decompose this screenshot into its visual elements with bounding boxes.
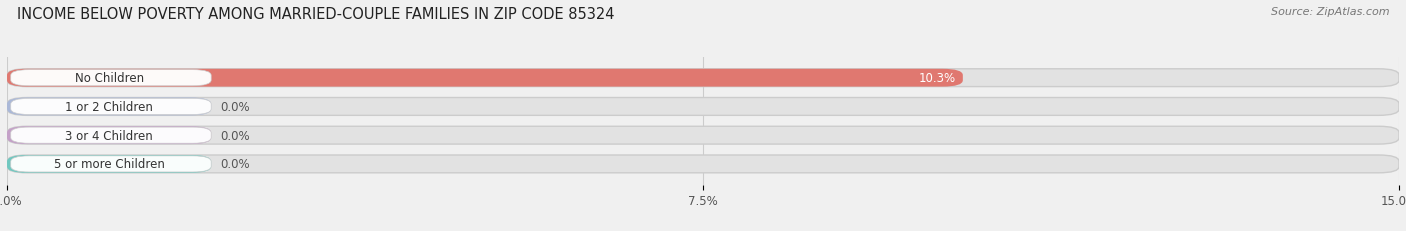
FancyBboxPatch shape	[11, 128, 211, 144]
FancyBboxPatch shape	[7, 155, 1399, 173]
Text: Source: ZipAtlas.com: Source: ZipAtlas.com	[1271, 7, 1389, 17]
Text: 5 or more Children: 5 or more Children	[53, 158, 165, 171]
Text: 0.0%: 0.0%	[221, 158, 250, 171]
Text: 3 or 4 Children: 3 or 4 Children	[65, 129, 153, 142]
FancyBboxPatch shape	[7, 127, 211, 144]
FancyBboxPatch shape	[7, 155, 211, 173]
FancyBboxPatch shape	[11, 70, 211, 86]
FancyBboxPatch shape	[7, 70, 963, 87]
FancyBboxPatch shape	[11, 156, 211, 172]
Text: 0.0%: 0.0%	[221, 100, 250, 113]
FancyBboxPatch shape	[7, 127, 1399, 144]
Text: 10.3%: 10.3%	[918, 72, 956, 85]
FancyBboxPatch shape	[7, 70, 1399, 87]
Text: 1 or 2 Children: 1 or 2 Children	[65, 100, 153, 113]
Text: No Children: No Children	[75, 72, 143, 85]
FancyBboxPatch shape	[7, 98, 211, 116]
FancyBboxPatch shape	[11, 99, 211, 115]
FancyBboxPatch shape	[7, 98, 1399, 116]
Text: INCOME BELOW POVERTY AMONG MARRIED-COUPLE FAMILIES IN ZIP CODE 85324: INCOME BELOW POVERTY AMONG MARRIED-COUPL…	[17, 7, 614, 22]
Text: 0.0%: 0.0%	[221, 129, 250, 142]
